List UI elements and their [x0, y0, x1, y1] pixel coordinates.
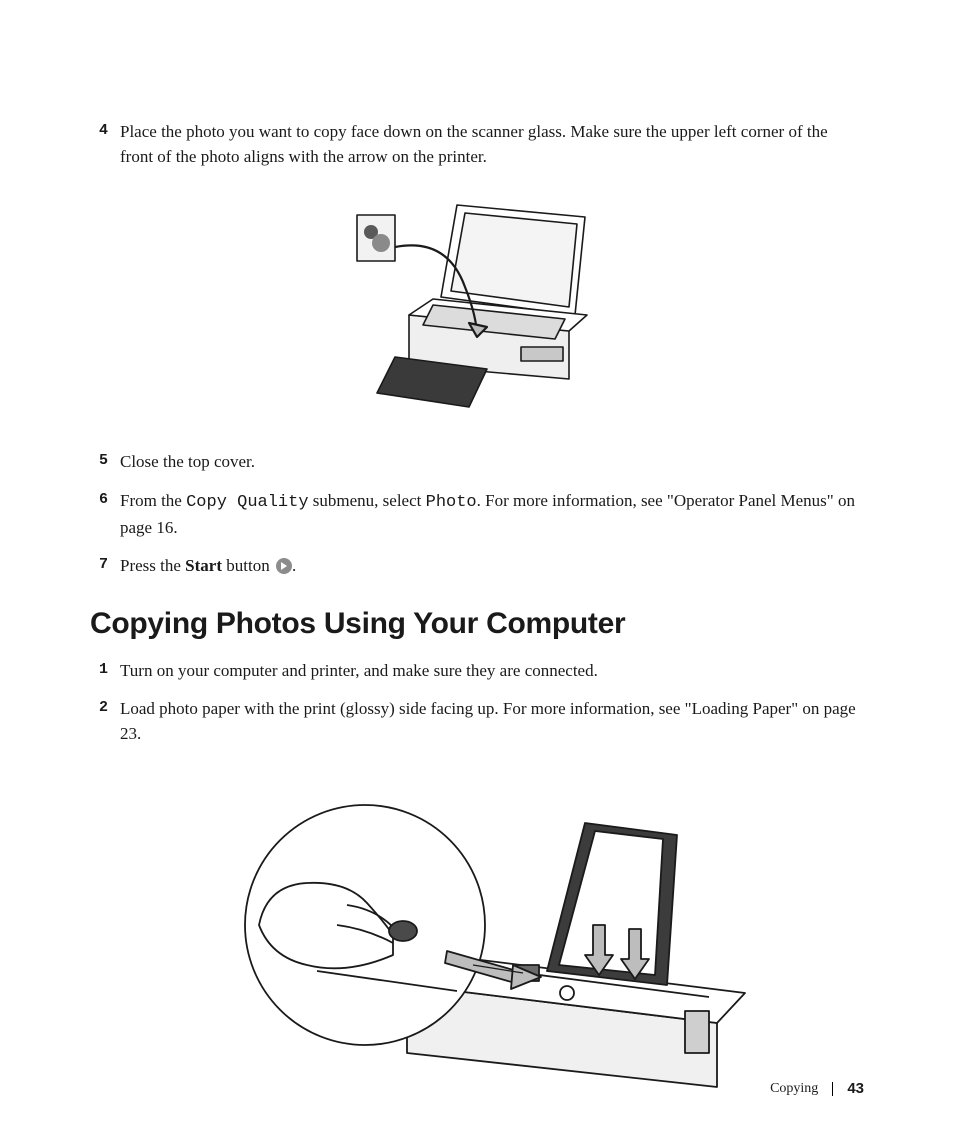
step-number: 7 [90, 554, 120, 579]
step-text: Turn on your computer and printer, and m… [120, 659, 864, 684]
step-b1: 1 Turn on your computer and printer, and… [90, 659, 864, 684]
t: submenu, select [309, 491, 426, 510]
footer-chapter: Copying [770, 1081, 818, 1097]
paper-load-illustration-svg [197, 775, 757, 1100]
step-7: 7 Press the Start button . [90, 554, 864, 579]
page-footer: Copying 43 [770, 1080, 864, 1097]
section-heading: Copying Photos Using Your Computer [90, 607, 864, 641]
step-text: Close the top cover. [120, 450, 864, 475]
step-text: Place the photo you want to copy face do… [120, 120, 864, 169]
footer-page-number: 43 [847, 1080, 864, 1097]
t: From the [120, 491, 186, 510]
step-number: 2 [90, 697, 120, 746]
step-number: 5 [90, 450, 120, 475]
step-5: 5 Close the top cover. [90, 450, 864, 475]
step-text: Press the Start button . [120, 554, 864, 579]
footer-separator [832, 1082, 833, 1096]
illustration-scanner [90, 197, 864, 422]
paper-support [547, 823, 677, 985]
step-number: 1 [90, 659, 120, 684]
t: Press the [120, 556, 185, 575]
t: . [292, 556, 296, 575]
mono-copy-quality: Copy Quality [186, 493, 308, 512]
photo-in-hand [357, 215, 395, 261]
scanner-lid [441, 205, 585, 315]
step-number: 4 [90, 120, 120, 169]
t: button [222, 556, 274, 575]
step-text: From the Copy Quality submenu, select Ph… [120, 489, 864, 540]
step-b2: 2 Load photo paper with the print (gloss… [90, 697, 864, 746]
bold-start: Start [185, 556, 222, 575]
mono-photo: Photo [426, 493, 477, 512]
step-text: Load photo paper with the print (glossy)… [120, 697, 864, 746]
illustration-paper-load [90, 775, 864, 1100]
step-number: 6 [90, 489, 120, 540]
step-6: 6 From the Copy Quality submenu, select … [90, 489, 864, 540]
scanner-illustration-svg [337, 197, 617, 422]
step-4: 4 Place the photo you want to copy face … [90, 120, 864, 169]
start-button-icon [276, 558, 292, 574]
